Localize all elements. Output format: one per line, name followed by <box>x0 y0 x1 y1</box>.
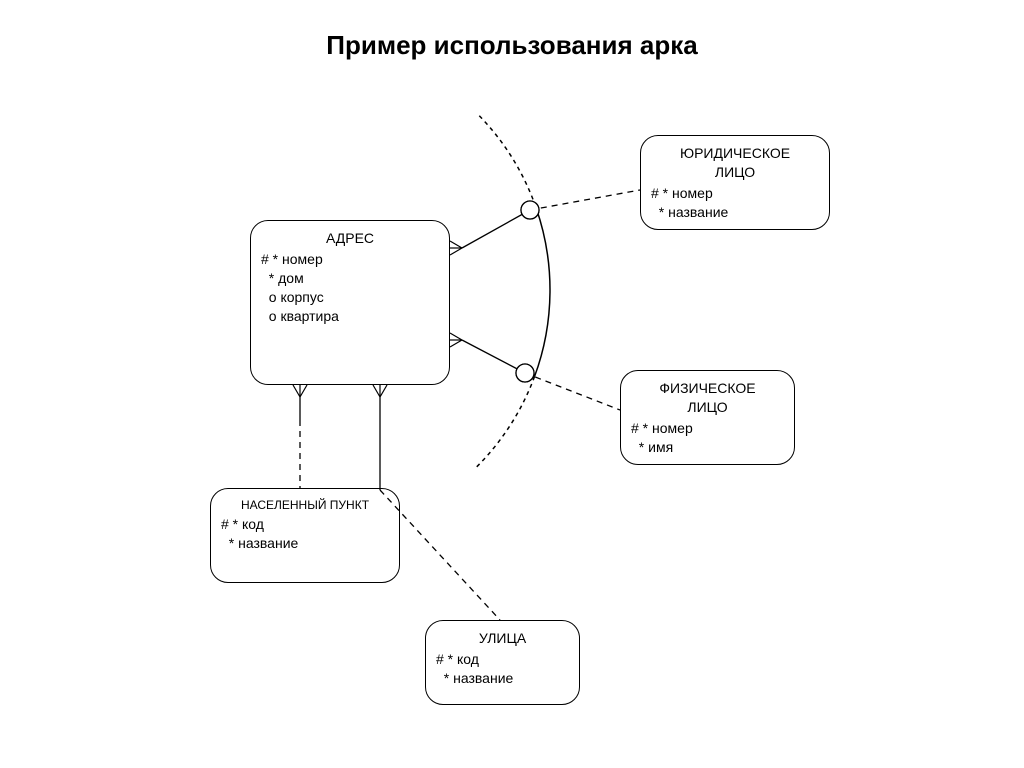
entity-physical: ФИЗИЧЕСКОЕЛИЦО # * номер * имя <box>620 370 795 465</box>
entity-legal: ЮРИДИЧЕСКОЕЛИЦО # * номер * название <box>640 135 830 230</box>
entity-street: УЛИЦА # * код * название <box>425 620 580 705</box>
entity-settlement-attrs: # * код * название <box>221 515 389 553</box>
entity-legal-title: ЮРИДИЧЕСКОЕЛИЦО <box>651 144 819 182</box>
entity-address-attrs: # * номер * дом о корпус о квартира <box>261 250 439 326</box>
entity-settlement-title: НАСЕЛЕННЫЙ ПУНКТ <box>221 497 389 513</box>
entity-address: АДРЕС # * номер * дом о корпус о квартир… <box>250 220 450 385</box>
entity-physical-title: ФИЗИЧЕСКОЕЛИЦО <box>631 379 784 417</box>
entity-physical-attrs: # * номер * имя <box>631 419 784 457</box>
entity-legal-attrs: # * номер * название <box>651 184 819 222</box>
entity-street-attrs: # * код * название <box>436 650 569 688</box>
entity-address-title: АДРЕС <box>261 229 439 248</box>
entity-street-title: УЛИЦА <box>436 629 569 648</box>
diagram-title: Пример использования арка <box>0 30 1024 61</box>
entity-settlement: НАСЕЛЕННЫЙ ПУНКТ # * код * название <box>210 488 400 583</box>
